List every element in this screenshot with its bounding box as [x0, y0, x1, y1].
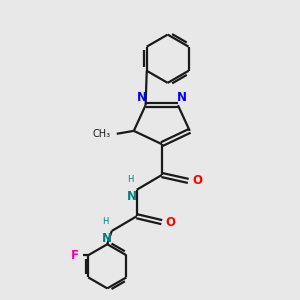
Text: CH₃: CH₃: [92, 129, 110, 139]
Text: N: N: [102, 232, 112, 244]
Text: N: N: [176, 91, 187, 104]
Text: H: H: [127, 176, 134, 184]
Text: O: O: [192, 174, 202, 188]
Text: H: H: [102, 217, 108, 226]
Text: N: N: [127, 190, 137, 203]
Text: N: N: [137, 91, 147, 104]
Text: F: F: [71, 249, 79, 262]
Text: O: O: [166, 216, 176, 229]
